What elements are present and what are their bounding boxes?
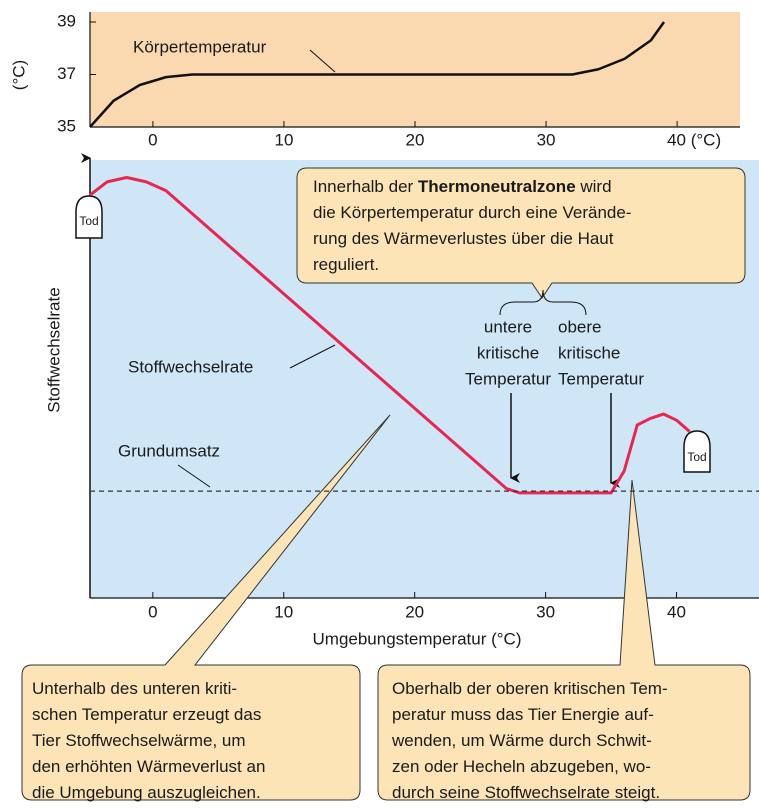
threshold-label: kritische: [477, 343, 539, 362]
callout-box: [377, 479, 751, 801]
series-line: [89, 176, 691, 495]
callout-part: Oberhalb der oberen kritischen Tem-: [392, 679, 668, 698]
callout-part: peratur muss das Tier Energie auf-: [392, 705, 654, 724]
threshold-label: obere: [558, 317, 601, 336]
callout-part: reguliert.: [313, 255, 379, 274]
y-tick-label: 35: [57, 116, 76, 135]
callout-part: wenden, um Wärme durch Schwit-: [391, 731, 652, 750]
callout-text: Tier Stoffwechselwärme, um: [32, 731, 246, 750]
x-tick-label: 0: [148, 602, 157, 621]
threshold-label: untere: [484, 317, 532, 336]
threshold-label: Temperatur: [558, 369, 644, 388]
x-tick-label: 0: [148, 130, 157, 149]
x-tick-label: 30: [537, 130, 556, 149]
x-tick-label: 10: [274, 130, 293, 149]
callout-text: wenden, um Wärme durch Schwit-: [391, 731, 652, 750]
series-label: Körpertemperatur: [133, 37, 267, 56]
callout-text: die Umgebung auszugleichen.: [32, 783, 261, 802]
callout-text: zen oder Hecheln abzugeben, wo-: [392, 757, 651, 776]
top-y-label: (°C): [9, 60, 28, 90]
x-label: Umgebungstemperatur (°C): [313, 629, 522, 648]
y-tick-label: 37: [57, 64, 76, 83]
x-tick-label: 30: [536, 602, 555, 621]
callout-part: durch seine Stoffwechselrate steigt.: [392, 783, 660, 802]
callout-part: Unterhalb des unteren kriti-: [32, 679, 237, 698]
bottom-y-label: Stoffwechselrate: [44, 287, 63, 412]
series-line: [89, 21, 666, 128]
leader: [177, 464, 211, 488]
callout-part: zen oder Hecheln abzugeben, wo-: [392, 757, 651, 776]
callout-text: Oberhalb der oberen kritischen Tem-: [392, 679, 668, 698]
series-label: Grundumsatz: [118, 441, 220, 460]
callout-text: den erhöhten Wärmeverlust an: [32, 757, 265, 776]
x-tick-label: 40 (°C): [667, 130, 721, 149]
callout-text: durch seine Stoffwechselrate steigt.: [392, 783, 660, 802]
top-plot-area: [90, 12, 740, 127]
callout-text: schen Temperatur erzeugt das: [32, 705, 261, 724]
callout-text: rung des Wärmeverlustes über die Haut: [313, 229, 614, 248]
series-label: Stoffwechselrate: [128, 357, 253, 376]
tombstone: [683, 430, 711, 473]
tombstone: [75, 195, 103, 239]
callout-part: rung des Wärmeverlustes über die Haut: [313, 229, 614, 248]
callout-text: reguliert.: [313, 255, 379, 274]
death-label: Tod: [687, 450, 706, 464]
callout-part: die Umgebung auszugleichen.: [32, 783, 261, 802]
callout-part: Innerhalb der: [313, 177, 418, 196]
x-tick-label: 40: [667, 602, 686, 621]
callout-text: peratur muss das Tier Energie auf-: [392, 705, 654, 724]
callout-part: wird: [576, 177, 612, 196]
brace: [499, 289, 587, 316]
callout-part: Thermoneutralzone: [418, 177, 576, 196]
leader: [309, 49, 336, 73]
callout-box: [296, 167, 746, 299]
callout-part: den erhöhten Wärmeverlust an: [32, 757, 265, 776]
callout-part: Tier Stoffwechselwärme, um: [32, 731, 246, 750]
callout-text: Unterhalb des unteren kriti-: [32, 679, 237, 698]
callout-text: die Körpertemperatur durch eine Verände-: [313, 203, 631, 222]
leader: [289, 344, 336, 369]
x-tick-label: 20: [405, 602, 424, 621]
callout-part: die Körpertemperatur durch eine Verände-: [313, 203, 631, 222]
callout-text: Innerhalb der Thermoneutralzone wird: [313, 177, 612, 196]
threshold-label: kritische: [558, 343, 620, 362]
callout-part: schen Temperatur erzeugt das: [32, 705, 261, 724]
threshold-label: Temperatur: [465, 369, 551, 388]
x-tick-label: 10: [274, 602, 293, 621]
y-tick-label: 39: [57, 11, 76, 30]
callout-box: [21, 414, 391, 801]
x-tick-label: 20: [406, 130, 425, 149]
death-label: Tod: [79, 214, 98, 228]
